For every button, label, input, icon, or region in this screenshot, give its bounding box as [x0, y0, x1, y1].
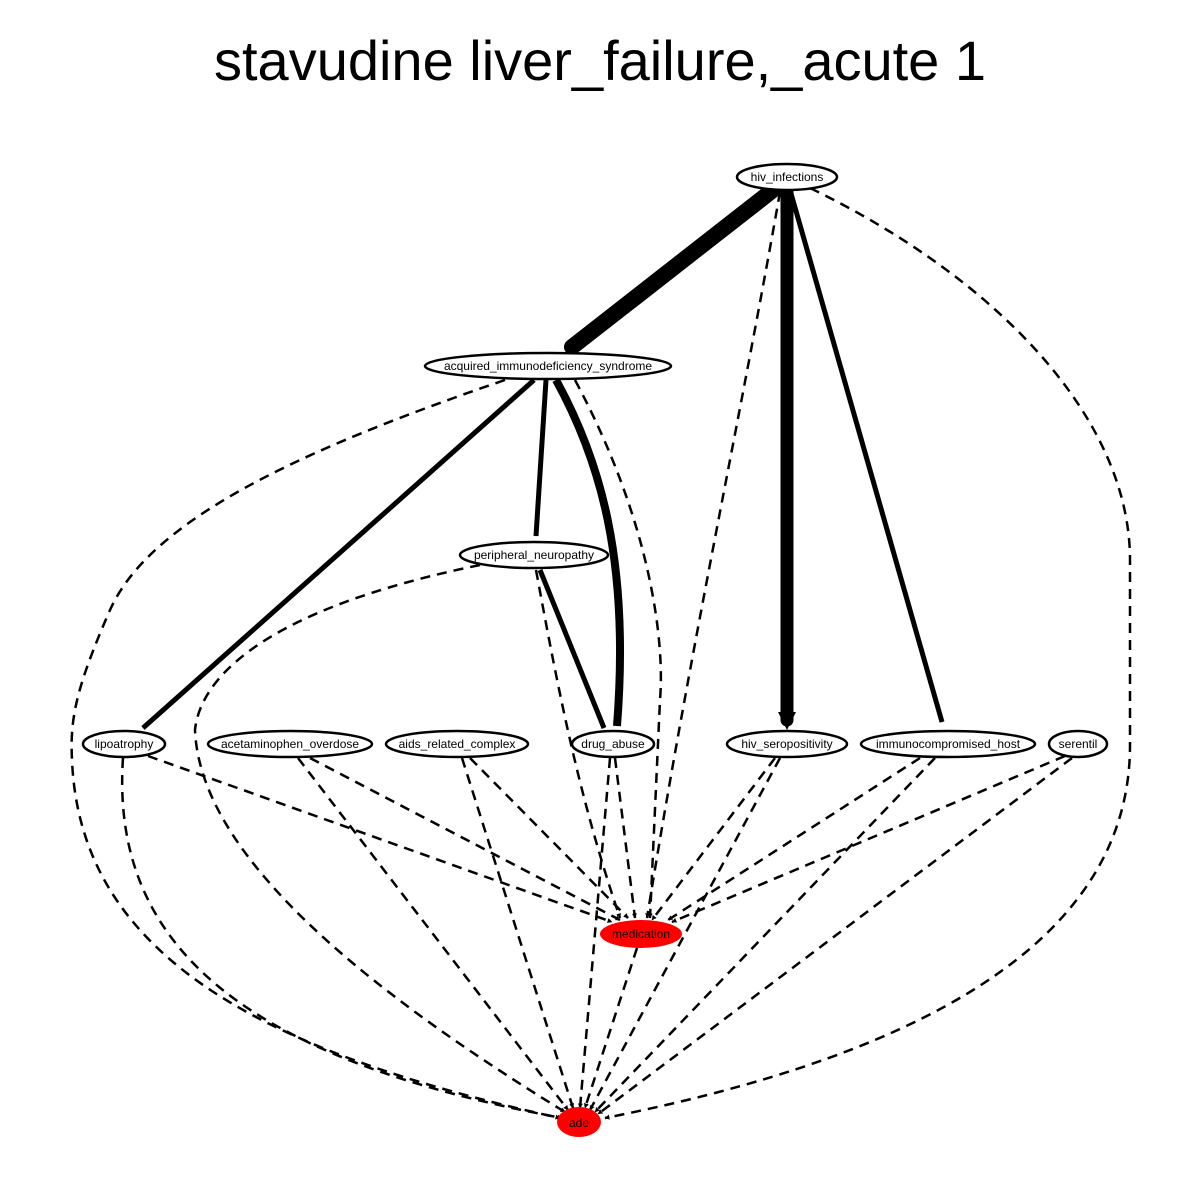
edge-medication-to-ade	[583, 947, 639, 1109]
node-label-acetaminophen-overdose: acetaminophen_overdose	[221, 737, 359, 751]
graph-title: stavudine liver_failure,_acute 1	[213, 29, 987, 92]
node-label-drug-abuse: drug_abuse	[581, 737, 645, 751]
node-label-hiv-infections: hiv_infections	[751, 170, 824, 184]
node-label-medication: medication	[612, 927, 670, 941]
nodes-layer: hiv_infections acquired_immunodeficiency…	[81, 162, 1109, 1137]
arrowhead-hiv-seropositivity	[778, 712, 796, 730]
edge-aids-to-medication	[573, 379, 663, 919]
edge-hiv-infections-to-immunocompromised-host	[787, 189, 945, 723]
node-label-ade: ade	[569, 1116, 589, 1130]
node-aids-related-complex: aids_related_complex	[384, 729, 530, 759]
edge-aids-to-lipoatrophy	[141, 378, 536, 730]
edge-hiv-infections-to-aids	[564, 182, 781, 355]
edge-aids-related-complex-to-medication	[469, 757, 629, 919]
edge-acetaminophen-overdose-to-ade	[297, 757, 569, 1111]
node-acquired-immunodeficiency-syndrome: acquired_immunodeficiency_syndrome	[423, 351, 673, 381]
edge-drug-abuse-to-medication	[613, 757, 637, 919]
edge-peripheral-neuropathy-to-medication	[534, 569, 622, 919]
node-label-lipoatrophy: lipoatrophy	[95, 737, 154, 751]
edge-hiv-infections-to-medication	[645, 191, 782, 919]
edge-aids-to-ade	[70, 378, 561, 1120]
node-hiv-infections: hiv_infections	[735, 162, 839, 192]
node-serentil: serentil	[1047, 729, 1109, 759]
edge-lipoatrophy-to-ade	[120, 757, 563, 1120]
node-label-peripheral-neuropathy: peripheral_neuropathy	[474, 548, 594, 562]
edges-layer	[70, 182, 1132, 1120]
edge-drug-abuse-to-ade	[577, 757, 612, 1109]
node-medication: medication	[600, 920, 682, 948]
node-label-acquired-immunodeficiency-syndrome: acquired_immunodeficiency_syndrome	[444, 359, 652, 373]
edge-lipoatrophy-to-medication	[147, 754, 613, 924]
edge-serentil-to-ade	[597, 757, 1073, 1115]
edge-aids-to-peripheral-neuropathy	[533, 379, 549, 537]
node-label-hiv-seropositivity: hiv_seropositivity	[741, 737, 832, 751]
node-label-immunocompromised-host: immunocompromised_host	[876, 737, 1021, 751]
node-lipoatrophy: lipoatrophy	[81, 729, 167, 759]
edge-aids-to-drug-abuse	[552, 378, 625, 727]
node-drug-abuse: drug_abuse	[570, 729, 656, 759]
node-peripheral-neuropathy: peripheral_neuropathy	[458, 540, 610, 570]
edge-immunocompromised-host-to-ade	[594, 757, 936, 1113]
node-ade: ade	[557, 1107, 601, 1137]
edge-hiv-infections-to-ade	[604, 186, 1132, 1120]
edge-peripheral-neuropathy-to-drug-abuse	[537, 569, 607, 729]
edge-serentil-to-medication	[671, 754, 1066, 924]
edge-acetaminophen-overdose-to-medication	[309, 756, 621, 922]
edge-peripheral-neuropathy-to-ade	[193, 563, 566, 1114]
node-hiv-seropositivity: hiv_seropositivity	[725, 729, 849, 759]
node-label-aids-related-complex: aids_related_complex	[399, 737, 516, 751]
node-acetaminophen-overdose: acetaminophen_overdose	[206, 729, 374, 759]
node-label-serentil: serentil	[1059, 737, 1098, 751]
node-immunocompromised-host: immunocompromised_host	[859, 729, 1037, 759]
